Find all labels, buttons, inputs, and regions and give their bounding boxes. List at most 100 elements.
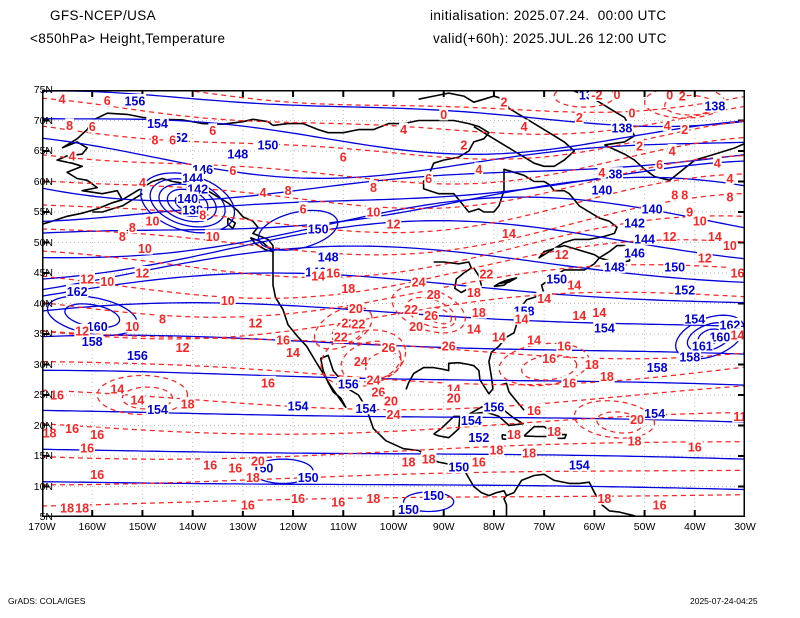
svg-text:18: 18 bbox=[181, 398, 195, 412]
svg-text:14: 14 bbox=[731, 329, 745, 343]
svg-text:154: 154 bbox=[594, 321, 615, 335]
svg-text:22: 22 bbox=[479, 268, 493, 282]
svg-text:12: 12 bbox=[75, 324, 89, 338]
y-tick-15N: 15N bbox=[33, 450, 53, 462]
x-tick-150W: 150W bbox=[128, 521, 157, 533]
svg-text:148: 148 bbox=[318, 251, 339, 265]
svg-text:8: 8 bbox=[66, 119, 73, 133]
svg-text:158: 158 bbox=[647, 361, 668, 375]
svg-text:161: 161 bbox=[692, 340, 713, 354]
svg-text:14: 14 bbox=[527, 334, 541, 348]
y-tick-65N: 65N bbox=[33, 145, 53, 157]
svg-text:12: 12 bbox=[176, 341, 190, 355]
y-tick-25N: 25N bbox=[33, 389, 53, 401]
svg-text:4: 4 bbox=[714, 157, 721, 171]
svg-text:16: 16 bbox=[261, 376, 275, 390]
svg-text:0: 0 bbox=[666, 90, 673, 102]
svg-text:16: 16 bbox=[562, 376, 576, 390]
svg-text:140: 140 bbox=[642, 202, 663, 216]
svg-text:16: 16 bbox=[326, 267, 340, 281]
svg-text:16: 16 bbox=[688, 440, 702, 454]
svg-text:16: 16 bbox=[557, 340, 571, 354]
svg-text:150: 150 bbox=[308, 223, 329, 237]
svg-text:2: 2 bbox=[500, 96, 507, 110]
svg-text:4: 4 bbox=[598, 166, 605, 180]
svg-text:20: 20 bbox=[630, 413, 644, 427]
svg-text:154: 154 bbox=[355, 402, 376, 416]
model-title: GFS-NCEP/USA bbox=[50, 8, 157, 23]
svg-text:26: 26 bbox=[382, 341, 396, 355]
svg-text:144: 144 bbox=[634, 232, 655, 246]
weather-map-plot: 1561541521501481461441421401381361381381… bbox=[42, 90, 745, 517]
y-tick-60N: 60N bbox=[33, 175, 53, 188]
x-tick-160W: 160W bbox=[78, 521, 106, 533]
svg-text:16: 16 bbox=[90, 428, 104, 442]
svg-text:9: 9 bbox=[686, 206, 693, 220]
svg-text:6: 6 bbox=[340, 151, 347, 165]
x-tick-130W: 130W bbox=[229, 521, 257, 533]
svg-text:26: 26 bbox=[371, 385, 385, 399]
svg-text:20: 20 bbox=[447, 392, 461, 406]
x-tick-100W: 100W bbox=[379, 521, 408, 533]
svg-text:160: 160 bbox=[87, 320, 108, 334]
svg-text:18: 18 bbox=[585, 358, 599, 372]
svg-text:8: 8 bbox=[681, 188, 688, 202]
svg-text:18: 18 bbox=[43, 426, 57, 440]
level-field-title: <850hPa> Height,Temperature bbox=[30, 31, 226, 46]
svg-text:14: 14 bbox=[567, 279, 581, 293]
svg-text:12: 12 bbox=[80, 273, 94, 287]
svg-text:140: 140 bbox=[591, 184, 612, 198]
y-tick-45N: 45N bbox=[33, 267, 53, 279]
x-tick-70W: 70W bbox=[533, 521, 555, 533]
svg-text:6: 6 bbox=[89, 120, 96, 134]
svg-text:20: 20 bbox=[251, 454, 265, 468]
y-tick-5N: 5N bbox=[39, 511, 53, 523]
svg-text:16: 16 bbox=[276, 334, 290, 348]
svg-text:16: 16 bbox=[65, 422, 79, 436]
svg-text:4: 4 bbox=[475, 163, 482, 177]
svg-text:158: 158 bbox=[82, 335, 103, 349]
svg-text:14: 14 bbox=[286, 346, 300, 360]
svg-text:4: 4 bbox=[664, 119, 671, 133]
svg-text:18: 18 bbox=[628, 434, 642, 448]
svg-text:18: 18 bbox=[489, 443, 503, 457]
svg-text:24: 24 bbox=[354, 355, 368, 369]
x-tick-60W: 60W bbox=[583, 521, 606, 533]
y-tick-70N: 70N bbox=[33, 114, 53, 127]
svg-text:154: 154 bbox=[147, 403, 168, 417]
svg-text:4: 4 bbox=[139, 176, 146, 190]
svg-text:18: 18 bbox=[600, 370, 614, 384]
svg-text:8: 8 bbox=[285, 184, 292, 198]
x-tick-30W: 30W bbox=[734, 521, 756, 533]
svg-text:14: 14 bbox=[515, 312, 529, 326]
svg-text:2: 2 bbox=[636, 140, 643, 154]
svg-text:156: 156 bbox=[127, 349, 148, 363]
svg-text:4: 4 bbox=[400, 123, 407, 137]
svg-text:12: 12 bbox=[387, 218, 401, 232]
svg-text:138: 138 bbox=[182, 204, 203, 218]
svg-text:18: 18 bbox=[472, 306, 486, 320]
svg-text:16: 16 bbox=[50, 389, 64, 403]
svg-text:14: 14 bbox=[592, 306, 606, 320]
svg-text:18: 18 bbox=[366, 492, 380, 506]
svg-text:8: 8 bbox=[119, 230, 126, 244]
x-tick-80W: 80W bbox=[483, 521, 505, 533]
valid-time: valid(+60h): 2025.JUL.26 12:00 UTC bbox=[433, 31, 667, 46]
svg-text:4: 4 bbox=[521, 120, 528, 134]
svg-text:150: 150 bbox=[448, 460, 469, 474]
y-tick-55N: 55N bbox=[33, 206, 53, 218]
svg-text:28: 28 bbox=[427, 288, 441, 302]
svg-text:24: 24 bbox=[366, 373, 380, 387]
svg-text:6: 6 bbox=[229, 164, 236, 178]
svg-text:146: 146 bbox=[624, 246, 645, 260]
svg-text:150: 150 bbox=[423, 489, 444, 503]
svg-text:150: 150 bbox=[298, 471, 319, 485]
svg-text:14: 14 bbox=[130, 393, 144, 407]
svg-text:12: 12 bbox=[698, 251, 712, 265]
y-tick-30N: 30N bbox=[33, 358, 53, 371]
svg-text:4: 4 bbox=[726, 172, 733, 186]
svg-text:6: 6 bbox=[656, 158, 663, 172]
svg-text:0: 0 bbox=[629, 107, 636, 121]
svg-text:14: 14 bbox=[502, 227, 516, 241]
svg-text:14: 14 bbox=[311, 270, 325, 284]
